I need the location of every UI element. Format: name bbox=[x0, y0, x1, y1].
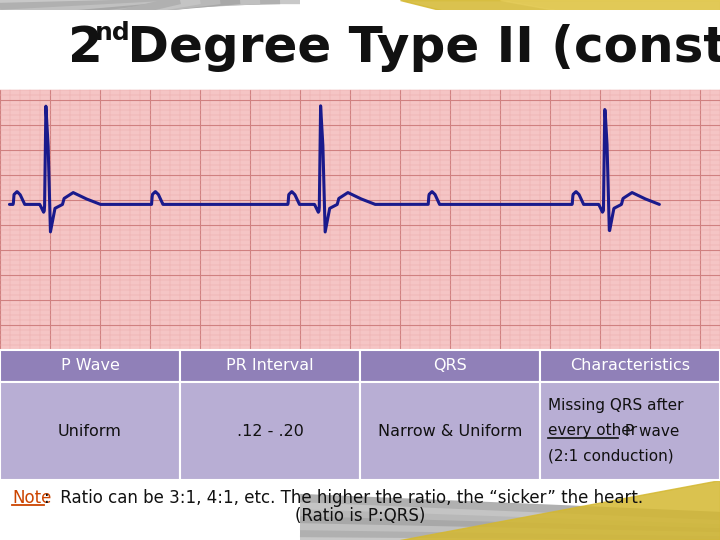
Text: Characteristics: Characteristics bbox=[570, 359, 690, 374]
Polygon shape bbox=[400, 0, 720, 80]
Bar bbox=[360, 350, 540, 382]
Bar bbox=[180, 350, 360, 382]
Bar bbox=[0, 10, 720, 85]
Text: nd: nd bbox=[95, 21, 131, 45]
Text: Narrow & Uniform: Narrow & Uniform bbox=[378, 423, 522, 438]
Text: Uniform: Uniform bbox=[58, 423, 122, 438]
Text: .12 - .20: .12 - .20 bbox=[237, 423, 303, 438]
Text: (Ratio is P:QRS): (Ratio is P:QRS) bbox=[294, 507, 426, 525]
Polygon shape bbox=[500, 0, 720, 40]
Bar bbox=[0, 90, 720, 350]
Text: :  Ratio can be 3:1, 4:1, etc. The higher the ratio, the “sicker” the heart.: : Ratio can be 3:1, 4:1, etc. The higher… bbox=[44, 489, 643, 507]
Polygon shape bbox=[400, 480, 720, 540]
Text: 2: 2 bbox=[68, 24, 103, 72]
Text: (2:1 conduction): (2:1 conduction) bbox=[548, 449, 674, 464]
Text: P wave: P wave bbox=[620, 423, 680, 438]
Bar bbox=[0, 382, 180, 480]
Text: every other: every other bbox=[548, 423, 637, 438]
Bar bbox=[0, 350, 180, 382]
Bar bbox=[540, 382, 720, 480]
Bar bbox=[180, 382, 360, 480]
Text: Missing QRS after: Missing QRS after bbox=[548, 398, 683, 413]
Text: Degree Type II (constant): Degree Type II (constant) bbox=[110, 24, 720, 72]
Text: PR Interval: PR Interval bbox=[226, 359, 314, 374]
Bar bbox=[540, 350, 720, 382]
Text: P Wave: P Wave bbox=[60, 359, 120, 374]
Text: QRS: QRS bbox=[433, 359, 467, 374]
Bar bbox=[360, 382, 540, 480]
Text: Note: Note bbox=[12, 489, 51, 507]
